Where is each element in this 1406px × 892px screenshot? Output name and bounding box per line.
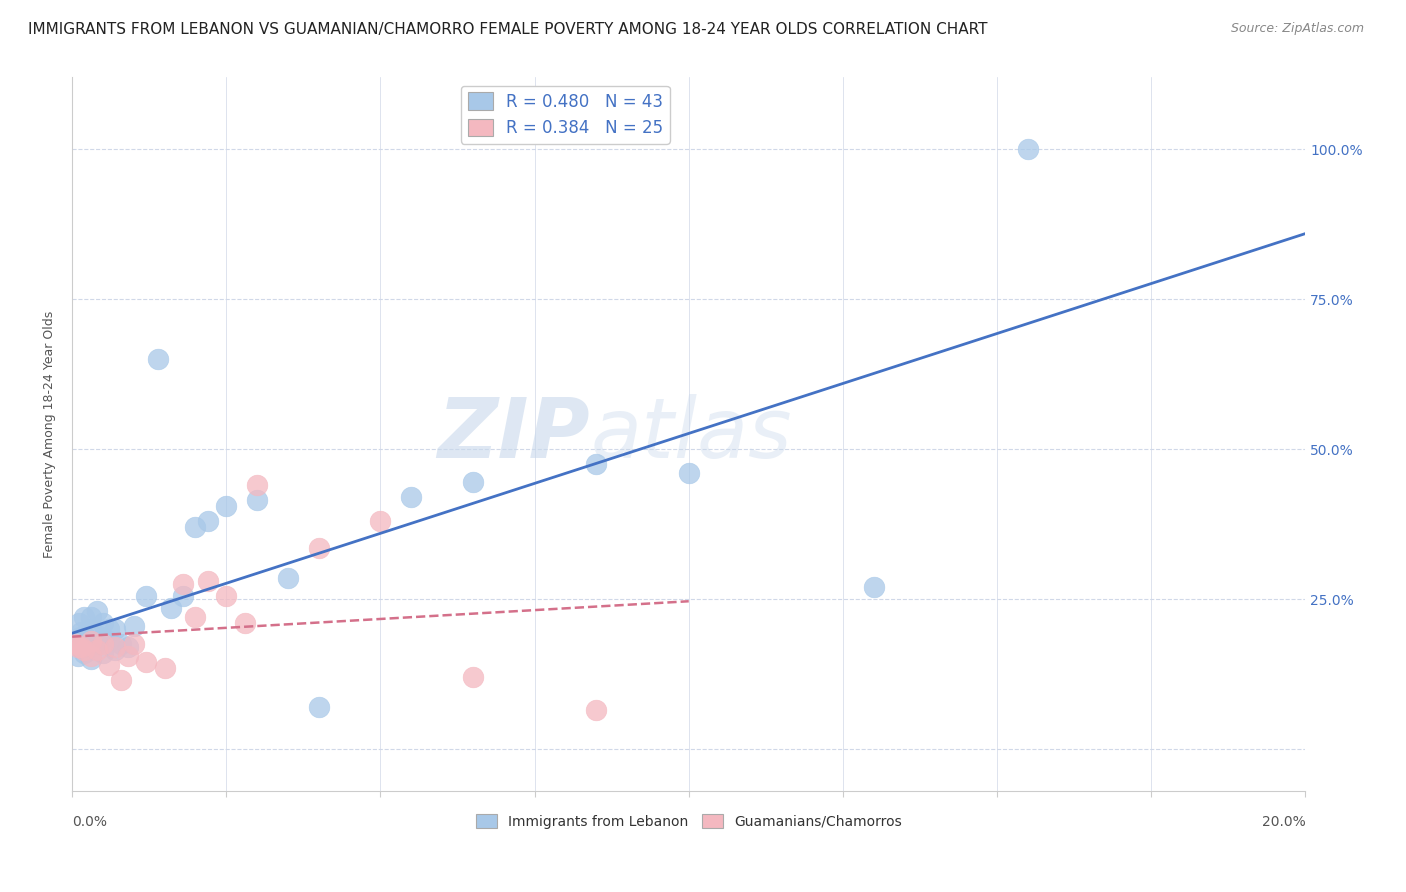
Text: 0.0%: 0.0% — [72, 815, 107, 830]
Point — [172, 577, 194, 591]
Legend: Immigrants from Lebanon, Guamanians/Chamorros: Immigrants from Lebanon, Guamanians/Cham… — [470, 808, 907, 834]
Point — [98, 634, 121, 648]
Point — [79, 649, 101, 664]
Point — [585, 703, 607, 717]
Point — [197, 514, 219, 528]
Point — [69, 616, 91, 631]
Point — [159, 601, 181, 615]
Point — [135, 655, 157, 669]
Point — [104, 622, 127, 636]
Text: atlas: atlas — [591, 394, 792, 475]
Point — [122, 619, 145, 633]
Point — [91, 637, 114, 651]
Text: Source: ZipAtlas.com: Source: ZipAtlas.com — [1230, 22, 1364, 36]
Point — [370, 514, 392, 528]
Point — [73, 643, 96, 657]
Point — [399, 491, 422, 505]
Point — [184, 610, 207, 624]
Point — [73, 646, 96, 660]
Point — [585, 458, 607, 472]
Point — [117, 640, 139, 655]
Point — [73, 628, 96, 642]
Point — [110, 637, 132, 651]
Point — [70, 640, 93, 655]
Point — [98, 658, 121, 673]
Point — [246, 493, 269, 508]
Point — [86, 637, 108, 651]
Point — [308, 700, 330, 714]
Point — [184, 520, 207, 534]
Point — [277, 571, 299, 585]
Point — [98, 622, 121, 636]
Point — [91, 616, 114, 631]
Point — [79, 652, 101, 666]
Point — [148, 352, 170, 367]
Point — [308, 541, 330, 556]
Point — [461, 670, 484, 684]
Point — [197, 574, 219, 589]
Point — [91, 646, 114, 660]
Point — [678, 467, 700, 481]
Point — [104, 640, 127, 655]
Point — [135, 590, 157, 604]
Point — [117, 649, 139, 664]
Point — [63, 637, 86, 651]
Point — [215, 590, 238, 604]
Point — [86, 643, 108, 657]
Text: IMMIGRANTS FROM LEBANON VS GUAMANIAN/CHAMORRO FEMALE POVERTY AMONG 18-24 YEAR OL: IMMIGRANTS FROM LEBANON VS GUAMANIAN/CHA… — [28, 22, 987, 37]
Point — [67, 632, 90, 646]
Point — [862, 580, 884, 594]
Point — [79, 622, 101, 636]
Point — [70, 625, 93, 640]
Y-axis label: Female Poverty Among 18-24 Year Olds: Female Poverty Among 18-24 Year Olds — [44, 310, 56, 558]
Text: ZIP: ZIP — [437, 394, 591, 475]
Point — [67, 649, 90, 664]
Point — [63, 637, 86, 651]
Point — [86, 628, 108, 642]
Point — [153, 661, 176, 675]
Point — [83, 640, 105, 655]
Text: 20.0%: 20.0% — [1261, 815, 1305, 830]
Point — [73, 610, 96, 624]
Point — [72, 640, 94, 655]
Point — [1017, 143, 1039, 157]
Point — [122, 637, 145, 651]
Point — [67, 640, 90, 655]
Point — [110, 673, 132, 688]
Point — [233, 616, 256, 631]
Point — [246, 478, 269, 492]
Point — [79, 610, 101, 624]
Point — [104, 643, 127, 657]
Point — [86, 604, 108, 618]
Point — [461, 475, 484, 490]
Point — [79, 634, 101, 648]
Point — [91, 632, 114, 646]
Point — [172, 590, 194, 604]
Point — [215, 500, 238, 514]
Point — [76, 634, 98, 648]
